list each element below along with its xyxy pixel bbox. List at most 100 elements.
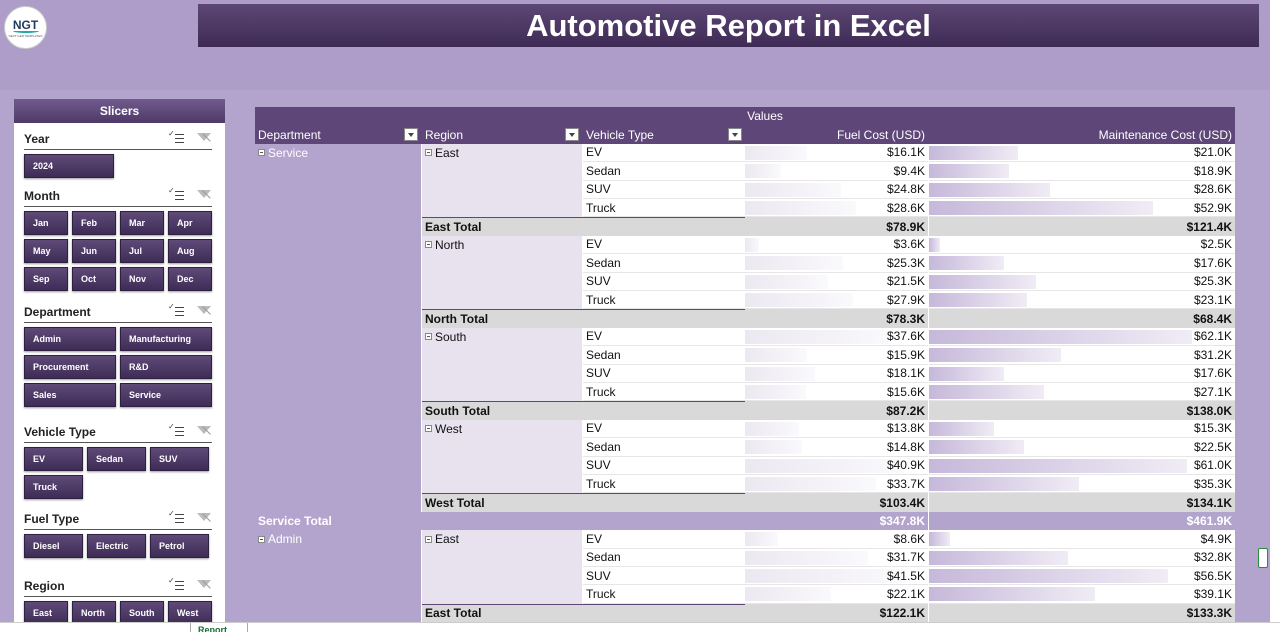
vehicle-type-cell: EV	[583, 420, 745, 439]
slicer-item-oct[interactable]: Oct	[72, 267, 116, 291]
slicer-header: Department	[24, 301, 212, 323]
multi-select-icon[interactable]	[168, 187, 184, 203]
slicer-item-dec[interactable]: Dec	[168, 267, 212, 291]
slicer-item-jun[interactable]: Jun	[72, 239, 116, 263]
maintenance-cost-value: $27.1K	[1193, 384, 1232, 399]
vehicle-type-cell: EV	[583, 144, 745, 163]
slicer-item-ev[interactable]: EV	[24, 447, 83, 471]
slicer-item-nov[interactable]: Nov	[120, 267, 164, 291]
collapse-icon[interactable]	[425, 241, 432, 249]
multi-select-icon[interactable]	[168, 423, 184, 439]
region-cell: South	[422, 327, 582, 347]
fuel-cost-value: $8.6K	[893, 531, 925, 546]
multi-select-icon[interactable]	[168, 510, 184, 526]
table-row: Truck $28.6K $52.9K	[255, 199, 1235, 218]
slicer-item-truck[interactable]: Truck	[24, 475, 83, 499]
slicer-item-jan[interactable]: Jan	[24, 211, 68, 235]
region-cell	[422, 456, 582, 475]
table-row: SUV $40.9K $61.0K	[255, 456, 1235, 475]
slicer-item-aug[interactable]: Aug	[168, 239, 212, 263]
slicer-item-south[interactable]: South	[120, 601, 164, 622]
fuel-cost-data-bar	[745, 293, 854, 307]
vehicle-type-cell: Sedan	[583, 438, 745, 457]
report-title: Automotive Report in Excel	[526, 7, 931, 43]
region-total-label: North Total	[425, 312, 489, 327]
clear-filter-icon[interactable]	[196, 132, 212, 146]
slicer-item-sedan[interactable]: Sedan	[87, 447, 146, 471]
filter-dropdown-icon[interactable]	[728, 128, 742, 142]
collapse-icon[interactable]	[425, 333, 432, 341]
slicer-item-manufacturing[interactable]: Manufacturing	[120, 327, 212, 351]
maintenance-cost-value: $61.0K	[1193, 458, 1232, 473]
slicer-item-procurement[interactable]: Procurement	[24, 355, 116, 379]
slicer-item-north[interactable]: North	[72, 601, 116, 622]
vehicle-type-label: Sedan	[586, 255, 621, 270]
slicer-item-jul[interactable]: Jul	[120, 239, 164, 263]
collapse-icon[interactable]	[425, 425, 432, 433]
slicer-item-electric[interactable]: Electric	[87, 534, 146, 558]
region-total-label: West Total	[425, 496, 485, 511]
fuel-cost-cell: $28.6K	[745, 199, 928, 218]
maintenance-cost-data-bar	[929, 293, 1027, 307]
slicer-item-diesel[interactable]: Diesel	[24, 534, 83, 558]
maintenance-cost-data-bar	[929, 569, 1169, 583]
slicer-item-r-d[interactable]: R&D	[120, 355, 212, 379]
fuel-cost-value: $37.6K	[886, 329, 925, 344]
slicer-header: Year	[24, 128, 212, 150]
maintenance-cost-data-bar	[929, 421, 994, 436]
sort-filter-dropdown-icon[interactable]	[404, 128, 418, 142]
clear-filter-icon[interactable]	[196, 579, 212, 593]
clear-filter-icon[interactable]	[196, 425, 212, 439]
slicer-item-sep[interactable]: Sep	[24, 267, 68, 291]
clear-filter-icon[interactable]	[196, 512, 212, 526]
maintenance-cost-value: $17.6K	[1193, 366, 1232, 381]
region-label: North	[435, 237, 465, 252]
clear-filter-icon[interactable]	[196, 305, 212, 319]
slicer-item-apr[interactable]: Apr	[168, 211, 212, 235]
maintenance-total-cell: $68.4K	[929, 309, 1235, 328]
multi-select-icon[interactable]	[168, 303, 184, 319]
slicer-item-suv[interactable]: SUV	[150, 447, 209, 471]
slicer-item-petrol[interactable]: Petrol	[150, 534, 209, 558]
fuel-cost-value: $31.7K	[886, 550, 925, 565]
slicer-item-feb[interactable]: Feb	[72, 211, 116, 235]
collapse-icon[interactable]	[425, 535, 432, 543]
slicer-item-2024[interactable]: 2024	[24, 154, 114, 178]
fuel-cost-cell: $33.7K	[745, 475, 928, 494]
slicer-items: Diesel Electric Petrol	[24, 534, 212, 558]
resize-handle[interactable]	[1258, 548, 1268, 568]
sheet-tab-report[interactable]: Report	[190, 623, 248, 632]
slicer-item-service[interactable]: Service	[120, 383, 212, 407]
vehicle-type-label: EV	[586, 329, 603, 344]
fuel-cost-data-bar	[745, 421, 799, 436]
vehicle-type-cell: EV	[583, 328, 745, 347]
slicer-item-may[interactable]: May	[24, 239, 68, 263]
collapse-icon[interactable]	[258, 535, 265, 543]
multi-select-icon[interactable]	[168, 130, 184, 146]
fuel-cost-data-bar	[745, 237, 759, 252]
table-row: SUV $24.8K $28.6K	[255, 180, 1235, 199]
slicer-item-mar[interactable]: Mar	[120, 211, 164, 235]
slicer-item-sales[interactable]: Sales	[24, 383, 116, 407]
vehicle-type-label: Truck	[586, 476, 616, 491]
collapse-icon[interactable]	[425, 149, 432, 157]
fuel-total-cell: $87.2K	[745, 401, 928, 420]
table-row: Sedan $25.3K $17.6K	[255, 254, 1235, 273]
fuel-cost-value: $21.5K	[886, 274, 925, 289]
filter-dropdown-icon[interactable]	[565, 128, 579, 142]
collapse-icon[interactable]	[258, 149, 265, 157]
slicer-item-west[interactable]: West	[168, 601, 212, 622]
region-label: East	[435, 532, 460, 547]
table-row: Truck $33.7K $35.3K	[255, 475, 1235, 494]
vehicle-type-label: SUV	[586, 458, 611, 473]
multi-select-icon[interactable]	[168, 577, 184, 593]
department-cell	[255, 364, 421, 383]
maintenance-total-cell: $121.4K	[929, 217, 1235, 236]
clear-filter-icon[interactable]	[196, 189, 212, 203]
department-header-label: Department	[258, 127, 321, 142]
slicer-item-admin[interactable]: Admin	[24, 327, 116, 351]
department-cell	[255, 567, 421, 586]
ngt-logo: NGT NEXT GEN TEMPLATES	[4, 6, 47, 49]
slicer-item-east[interactable]: East	[24, 601, 68, 622]
